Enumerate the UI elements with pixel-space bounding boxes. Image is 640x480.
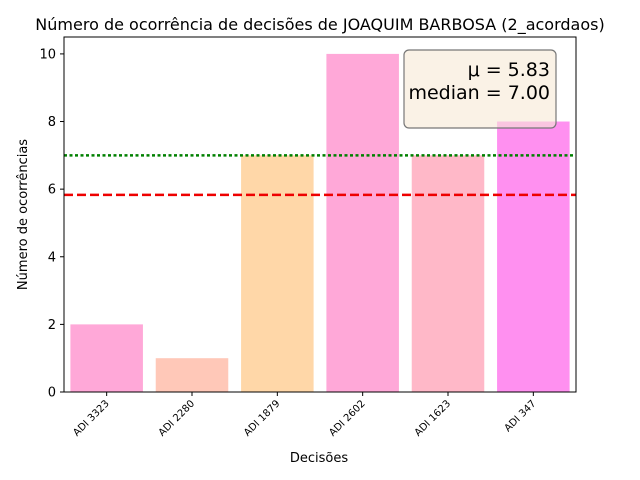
x-axis-label: Decisões (290, 451, 348, 466)
y-axis-label: Número de ocorrências (16, 139, 31, 290)
mean-label: μ = 5.83 (468, 59, 550, 81)
median-label: median = 7.00 (408, 82, 550, 104)
y-tick-label: 4 (48, 250, 56, 265)
y-tick-label: 8 (48, 115, 56, 130)
stats-box (403, 49, 557, 129)
y-tick-label: 0 (48, 386, 56, 401)
bar-adi-1623 (411, 155, 485, 392)
plot-frame (63, 36, 577, 393)
y-tick-label: 6 (48, 183, 56, 198)
bar-adi-2602 (326, 53, 399, 393)
bar-adi-1879 (241, 155, 314, 392)
bar-adi-2280 (155, 358, 229, 392)
chart-title: Número de ocorrência de decisões de JOAQ… (35, 15, 604, 35)
bar-adi-347 (497, 121, 570, 393)
x-tick-label: ADI 3323 (71, 398, 111, 438)
x-tick-label: ADI 1879 (242, 398, 282, 438)
plot-area: 0 2 4 6 8 10 ADI 3323 ADI 2280 ADI 1879 ADI 2602 A… (39, 36, 577, 439)
y-tick-label: 10 (39, 47, 56, 62)
x-tick-label: ADI 2280 (157, 398, 197, 438)
x-tick-label: ADI 1623 (413, 398, 453, 438)
x-tick-label: ADI 347 (503, 398, 539, 434)
y-tick-label: 2 (48, 318, 56, 333)
bar-adi-3323 (70, 324, 143, 392)
x-tick-label: ADI 2602 (327, 398, 367, 438)
